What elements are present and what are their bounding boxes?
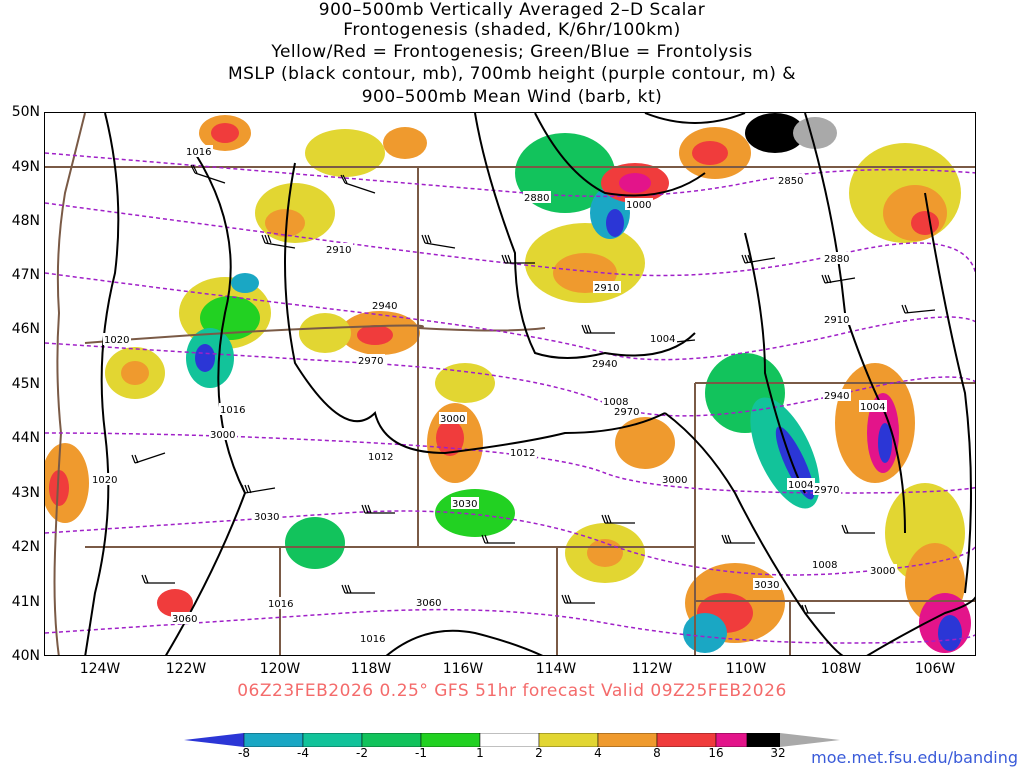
height-label: 2880 xyxy=(524,193,549,204)
credit-link[interactable]: moe.met.fsu.edu/banding xyxy=(811,748,1018,767)
mslp-label: 1004 xyxy=(860,402,885,413)
height-label: 3030 xyxy=(452,499,477,510)
colorbar-swatch xyxy=(715,732,748,748)
colorbar-swatch xyxy=(597,732,658,748)
mslp-label: 1008 xyxy=(603,397,628,408)
mslp-label: 1000 xyxy=(626,200,651,211)
lat-label: 44N xyxy=(11,430,40,446)
colorbar-label: -8 xyxy=(238,746,250,760)
lon-label: 116W xyxy=(442,661,484,677)
contour-labels: 1016 1020 1016 1020 1012 1012 1000 1004 … xyxy=(91,145,897,645)
mslp-label: 1016 xyxy=(268,599,293,610)
colorbar-swatch xyxy=(746,732,781,748)
height-label: 3060 xyxy=(416,598,441,609)
lat-label: 46N xyxy=(11,321,40,337)
map-canvas: 1016 1020 1016 1020 1012 1012 1000 1004 … xyxy=(45,113,975,655)
mslp-label: 1008 xyxy=(812,560,837,571)
mslp-label: 1004 xyxy=(650,334,675,345)
colorbar-label: 1 xyxy=(476,746,484,760)
colorbar-label: -2 xyxy=(356,746,368,760)
lat-label: 49N xyxy=(11,159,40,175)
colorbar-svg xyxy=(184,732,840,748)
height-label: 2910 xyxy=(594,283,619,294)
lon-label: 112W xyxy=(631,661,673,677)
height-label: 2970 xyxy=(358,356,383,367)
height-label: 2910 xyxy=(824,315,849,326)
colorbar-label: 8 xyxy=(653,746,661,760)
colorbar-swatch xyxy=(302,732,363,748)
mslp-label: 1016 xyxy=(360,634,385,645)
mslp-label: 1016 xyxy=(220,405,245,416)
lon-label: 108W xyxy=(820,661,862,677)
valid-time: 06Z23FEB2026 0.25° GFS 51hr forecast Val… xyxy=(237,681,787,701)
height-label: 3000 xyxy=(210,430,235,441)
height-label: 2940 xyxy=(592,359,617,370)
height-label: 2940 xyxy=(372,301,397,312)
lon-label: 114W xyxy=(535,661,577,677)
colorbar-swatch xyxy=(479,732,540,748)
title-line-3: Yellow/Red = Frontogenesis; Green/Blue =… xyxy=(271,42,753,62)
colorbar-swatch xyxy=(656,732,717,748)
lat-label: 43N xyxy=(11,485,40,501)
height-label: 2970 xyxy=(814,485,839,496)
height-label: 2970 xyxy=(614,407,639,418)
coastline xyxy=(53,113,86,655)
lat-label: 41N xyxy=(11,594,40,610)
colorbar xyxy=(184,732,840,748)
lat-label: 42N xyxy=(11,539,40,555)
lon-label: 120W xyxy=(259,661,301,677)
title-line-5: 900–500mb Mean Wind (barb, kt) xyxy=(361,87,663,107)
colorbar-swatch xyxy=(184,733,244,747)
colorbar-label: 2 xyxy=(535,746,543,760)
mslp-label: 1020 xyxy=(104,335,129,346)
height-label: 3000 xyxy=(662,475,687,486)
mslp-label: 1012 xyxy=(510,448,535,459)
height-label: 2880 xyxy=(824,254,849,265)
colorbar-swatch xyxy=(538,732,599,748)
lon-label: 124W xyxy=(79,661,121,677)
height-label: 2940 xyxy=(824,391,849,402)
colorbar-swatch xyxy=(361,732,422,748)
lat-label: 50N xyxy=(11,104,40,120)
colorbar-label: -1 xyxy=(415,746,427,760)
height-label: 3030 xyxy=(754,580,779,591)
colorbar-label: 32 xyxy=(770,746,786,760)
height-label: 3000 xyxy=(870,566,895,577)
mslp-label: 1004 xyxy=(788,480,813,491)
height-label: 3030 xyxy=(254,512,279,523)
mslp-label: 1020 xyxy=(92,475,117,486)
wind-barbs xyxy=(131,164,936,614)
lon-label: 106W xyxy=(914,661,956,677)
mslp-label: 1012 xyxy=(368,452,393,463)
colorbar-swatch xyxy=(243,732,304,748)
title-line-1: 900–500mb Vertically Averaged 2–D Scalar xyxy=(318,0,706,20)
title-line-4: MSLP (black contour, mb), 700mb height (… xyxy=(227,64,797,84)
lat-label: 45N xyxy=(11,376,40,392)
mslp-label: 1016 xyxy=(186,147,211,158)
colorbar-label: -4 xyxy=(297,746,309,760)
colorbar-label: 16 xyxy=(708,746,724,760)
lon-label: 118W xyxy=(350,661,392,677)
height-label: 3060 xyxy=(172,614,197,625)
title-line-2: Frontogenesis (shaded, K/6hr/100km) xyxy=(343,20,681,40)
height-label: 2850 xyxy=(778,176,803,187)
lat-label: 48N xyxy=(11,213,40,229)
colorbar-swatch xyxy=(780,733,840,747)
state-borders xyxy=(45,166,975,655)
lat-label: 47N xyxy=(11,267,40,283)
lon-label: 110W xyxy=(725,661,767,677)
colorbar-label: 4 xyxy=(594,746,602,760)
lat-label: 40N xyxy=(11,648,40,664)
height-label: 2910 xyxy=(326,245,351,256)
map-panel: 1016 1020 1016 1020 1012 1012 1000 1004 … xyxy=(44,112,976,656)
colorbar-swatch xyxy=(420,732,481,748)
lon-label: 122W xyxy=(165,661,207,677)
height-label: 3000 xyxy=(440,414,465,425)
